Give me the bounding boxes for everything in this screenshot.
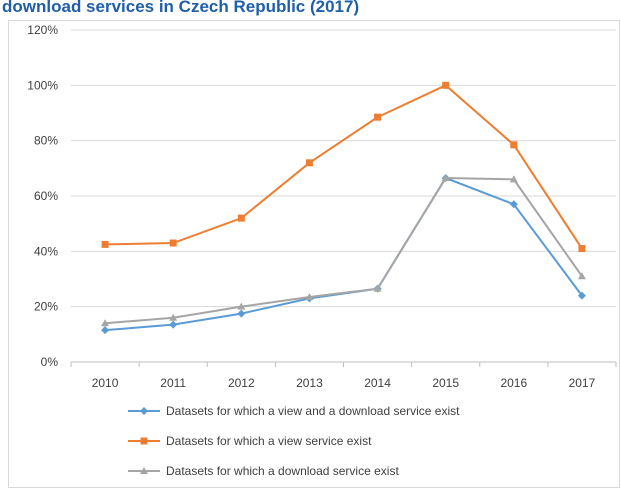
y-tick-label: 40% xyxy=(34,244,58,258)
marker xyxy=(101,326,110,335)
marker xyxy=(101,240,109,248)
legend-label: Datasets for which a view and a download… xyxy=(166,404,460,418)
series-line xyxy=(104,177,583,325)
marker xyxy=(237,302,246,310)
marker xyxy=(169,313,178,321)
marker xyxy=(577,291,586,300)
chart-title: download services in Czech Republic (201… xyxy=(2,0,359,16)
marker xyxy=(237,214,245,222)
marker xyxy=(442,81,450,89)
marker xyxy=(509,200,518,209)
y-tick-label: 0% xyxy=(41,355,59,369)
y-tick-label: 20% xyxy=(34,300,58,314)
y-tick-label: 80% xyxy=(34,134,58,148)
marker xyxy=(305,159,313,167)
marker xyxy=(374,113,382,121)
marker xyxy=(140,467,148,474)
series-line xyxy=(105,84,583,250)
marker xyxy=(169,239,177,247)
marker xyxy=(305,292,314,300)
x-tick-label: 2014 xyxy=(364,376,391,390)
x-tick-label: 2013 xyxy=(296,376,323,390)
x-tick-label: 2015 xyxy=(432,376,459,390)
x-tick-label: 2011 xyxy=(160,376,186,390)
marker xyxy=(140,407,148,415)
marker xyxy=(510,141,518,149)
marker xyxy=(578,245,586,253)
x-tick-label: 2010 xyxy=(92,376,119,390)
y-tick-label: 120% xyxy=(27,23,58,37)
x-tick-label: 2017 xyxy=(569,376,596,390)
x-tick-label: 2016 xyxy=(500,376,527,390)
chart-frame xyxy=(8,20,620,488)
marker xyxy=(101,319,110,327)
y-tick-label: 100% xyxy=(27,78,58,92)
marker xyxy=(509,175,518,183)
marker xyxy=(441,174,450,182)
legend-label: Datasets for which a download service ex… xyxy=(166,464,399,478)
marker xyxy=(237,309,246,318)
marker xyxy=(373,284,382,292)
x-tick-label: 2012 xyxy=(228,376,255,390)
y-tick-label: 60% xyxy=(34,189,58,203)
marker xyxy=(140,437,148,445)
marker xyxy=(169,320,178,329)
marker xyxy=(577,272,586,280)
legend-label: Datasets for which a view service exist xyxy=(166,434,372,448)
